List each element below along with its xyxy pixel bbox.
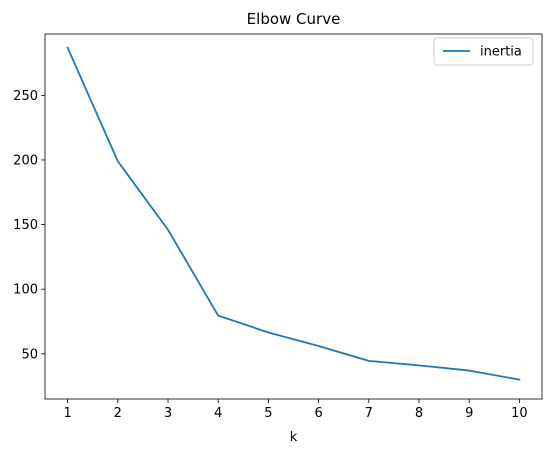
y-tick-label: 250 — [13, 89, 38, 104]
x-tick-label: 1 — [63, 406, 71, 421]
x-tick-label: 7 — [365, 406, 373, 421]
x-tick-label: 3 — [164, 406, 172, 421]
y-tick-label: 200 — [13, 153, 38, 168]
x-tick-label: 5 — [264, 406, 272, 421]
x-tick-label: 6 — [314, 406, 322, 421]
plot-frame — [44, 33, 543, 400]
x-tick-label: 2 — [114, 406, 122, 421]
legend: inertia — [433, 37, 534, 66]
y-axis: 50 100 150 200 250 — [13, 89, 45, 362]
x-tick-label: 10 — [511, 406, 528, 421]
x-tick-label: 4 — [214, 406, 222, 421]
legend-label-inertia: inertia — [480, 45, 522, 60]
y-tick-label: 50 — [21, 347, 38, 362]
x-tick-label: 8 — [415, 406, 423, 421]
x-axis: 1 2 3 4 5 6 7 8 9 10 — [63, 399, 528, 421]
series-line-inertia — [66, 46, 521, 381]
x-axis-label: k — [290, 430, 298, 445]
x-tick-label: 9 — [465, 406, 473, 421]
y-tick-label: 150 — [13, 218, 38, 233]
y-tick-label: 100 — [13, 283, 38, 298]
legend-box — [433, 37, 534, 66]
plot-area — [66, 46, 521, 381]
chart-title: Elbow Curve — [247, 10, 341, 28]
